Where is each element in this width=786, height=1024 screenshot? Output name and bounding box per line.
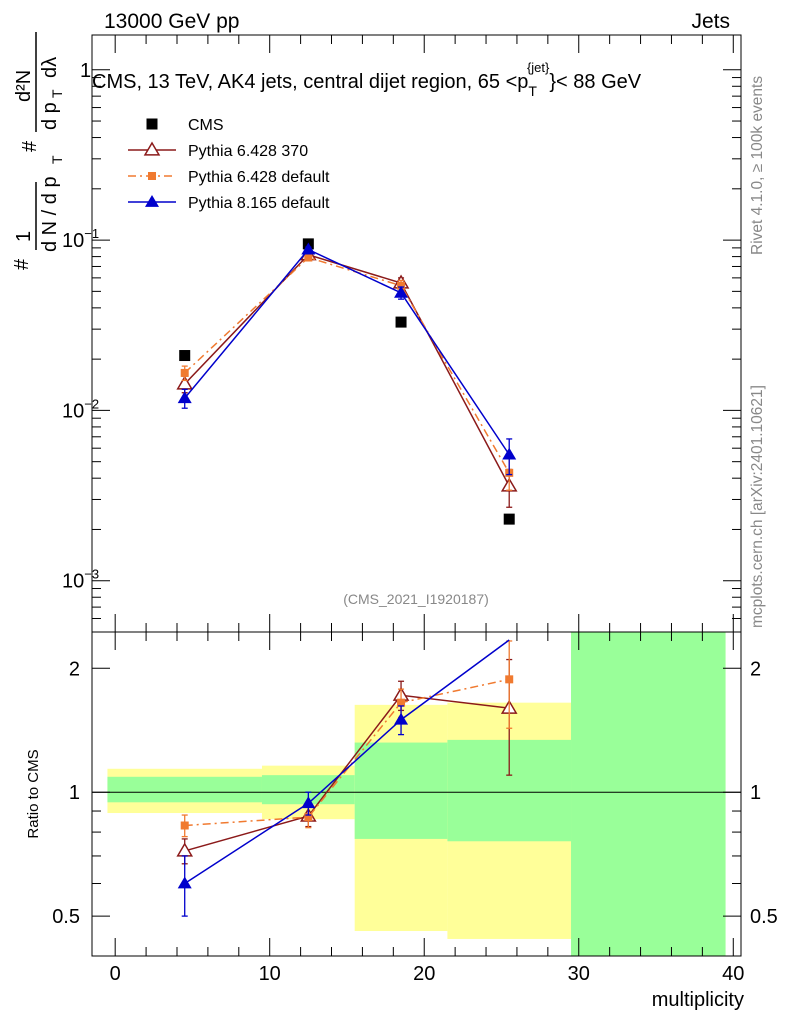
main-series-2: [180, 253, 514, 491]
mcplots-label: mcplots.cern.ch [arXiv:2401.10621]: [749, 385, 766, 628]
ratio-ytick-label-right: 2: [750, 658, 761, 680]
energy-label: 13000 GeV pp: [104, 10, 239, 33]
ratio-point: [505, 675, 514, 684]
ratio-series-line: [184, 639, 510, 885]
main-point: [502, 447, 517, 460]
ratio-band-green: [354, 742, 448, 839]
title-prefix: CMS, 13 TeV, AK4 jets, central dijet reg…: [92, 71, 528, 93]
legend-item: Pythia 6.428 370: [128, 141, 308, 160]
xtick-label: 10: [259, 963, 281, 985]
ylabel-hash-2: #: [19, 140, 41, 152]
main-ticks: 110−110−210−3: [62, 60, 741, 633]
main-point: [304, 253, 313, 262]
analysis-id: (CMS_2021_I1920187): [343, 591, 489, 607]
ratio-band-green: [571, 632, 726, 956]
ratio-point: [301, 796, 316, 809]
xtick-label: 30: [568, 963, 590, 985]
legend-item: CMS: [146, 117, 224, 134]
ratio-point: [304, 813, 313, 822]
ratio-series-2: [177, 639, 510, 917]
main-series-line: [184, 253, 510, 487]
ylabel-hash-1: #: [11, 258, 33, 270]
ratio-series-line: [184, 678, 510, 827]
ylabel-dlambda: dλ: [39, 57, 61, 78]
legend-item: Pythia 8.165 default: [128, 195, 330, 212]
legend-label: Pythia 8.165 default: [188, 195, 330, 212]
main-series-line: [184, 248, 510, 456]
ratio-ytick-label-right: 0.5: [750, 906, 778, 928]
ratio-point: [180, 821, 189, 830]
main-series-1: [176, 246, 518, 508]
ratio-ticks: 0 10 20 30 40 0.5 0.5 1 1 2 2: [52, 35, 778, 985]
legend-label: Pythia 6.428 default: [188, 169, 330, 186]
ratio-point: [394, 712, 409, 725]
ratio-series-line: [184, 694, 510, 852]
main-series-0: [179, 238, 515, 525]
ratio-point: [397, 698, 406, 707]
ratio-series-layer: [176, 639, 518, 917]
ylabel-numerator-2: d²N: [13, 70, 35, 102]
title-superscript: {jet}: [527, 60, 550, 75]
main-point: [503, 513, 515, 525]
ylabel-denominator-2: d p: [39, 102, 61, 130]
ratio-bands: [107, 632, 726, 956]
main-panel: 110−110−210−3 (CMS_2021_I1920187): [62, 34, 742, 633]
main-series-3: [177, 242, 517, 476]
main-point: [301, 242, 316, 255]
ratio-ytick-label-right: 1: [750, 782, 761, 804]
main-ylabel: # 1 d N / d p T # d²N d p T dλ: [11, 32, 65, 270]
ratio-ytick-label: 2: [69, 658, 80, 680]
ratio-band-green: [107, 776, 262, 803]
ratio-point: [177, 876, 192, 889]
title-subscript: T: [528, 83, 537, 99]
legend-marker: [148, 172, 156, 180]
main-point: [394, 285, 409, 298]
title-suffix: }< 88 GeV: [549, 71, 641, 93]
main-point: [180, 368, 189, 377]
xtick-label: 0: [110, 963, 121, 985]
legend-marker: [143, 141, 161, 156]
legend-label: Pythia 6.428 370: [188, 143, 308, 160]
rivet-label: Rivet 4.1.0, ≥ 100k events: [749, 76, 766, 255]
ylabel-t-1: T: [49, 155, 65, 164]
chart-title: CMS, 13 TeV, AK4 jets, central dijet reg…: [92, 60, 642, 99]
ylabel-numerator-1: 1: [13, 231, 35, 242]
ylabel-denominator-1: d N / d p: [39, 176, 61, 252]
main-point: [179, 350, 191, 362]
ratio-ytick-label: 0.5: [52, 906, 80, 928]
ratio-panel: 0 10 20 30 40 0.5 0.5 1 1 2 2: [52, 35, 778, 985]
main-point: [397, 281, 406, 290]
legend-item: Pythia 6.428 default: [128, 169, 330, 186]
legend-marker: [146, 118, 158, 130]
ratio-ylabel: Ratio to CMS: [25, 749, 42, 838]
main-point: [395, 316, 407, 328]
ylabel-t-2: T: [49, 89, 65, 98]
legend: CMS Pythia 6.428 370 Pythia 6.428 default P…: [128, 117, 330, 212]
main-ytick-label: 1: [80, 60, 91, 82]
xtick-label: 20: [413, 963, 435, 985]
ratio-frame: [91, 631, 742, 957]
main-series-line: [184, 256, 510, 474]
main-point: [177, 391, 192, 404]
main-series-layer: [176, 238, 518, 525]
category-label: Jets: [691, 10, 730, 33]
ratio-ytick-label: 1: [69, 782, 80, 804]
legend-marker: [145, 195, 159, 207]
xtick-label: 40: [722, 963, 744, 985]
xlabel: multiplicity: [652, 989, 744, 1011]
legend-label: CMS: [188, 117, 224, 134]
